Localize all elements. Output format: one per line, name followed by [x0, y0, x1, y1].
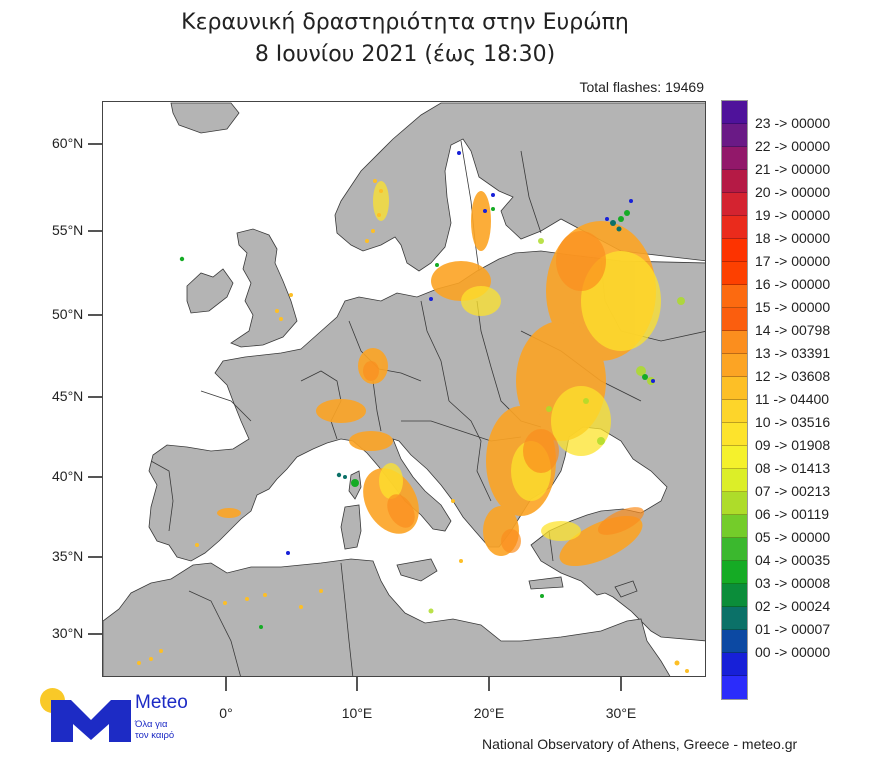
colorbar-block: [722, 239, 747, 262]
colorbar-block: [722, 400, 747, 423]
y-tick-label: 60°N: [52, 135, 84, 151]
x-tick: [620, 677, 622, 691]
legend-label: 21 -> 00000: [755, 161, 831, 177]
colorbar-block: [722, 331, 747, 354]
colorbar-block: [722, 515, 747, 538]
legend-label: 05 -> 00000: [755, 529, 831, 545]
legend-label: 13 -> 03391: [755, 345, 831, 361]
legend-label: 19 -> 00000: [755, 207, 831, 223]
m-logo-icon: [51, 700, 131, 742]
x-tick: [356, 677, 358, 691]
colorbar-block: [722, 538, 747, 561]
colorbar-block: [722, 147, 747, 170]
colorbar: [721, 100, 748, 700]
legend-label: 11 -> 04400: [755, 391, 830, 407]
legend-label: 00 -> 00000: [755, 644, 831, 660]
colorbar-block-bottom: [722, 676, 747, 699]
legend-label: 04 -> 00035: [755, 552, 831, 568]
legend-label: 10 -> 03516: [755, 414, 831, 430]
logo-tagline-1: Όλα για: [135, 719, 168, 730]
y-tick: [88, 143, 102, 145]
meteo-logo: Meteo Όλα για τον καιρό: [38, 686, 188, 746]
colorbar-block: [722, 607, 747, 630]
colorbar-block: [722, 492, 747, 515]
logo-brand: Meteo: [135, 692, 188, 713]
y-tick-label: 55°N: [52, 222, 84, 238]
colorbar-block: [722, 124, 747, 147]
colorbar-block: [722, 262, 747, 285]
credit-text: National Observatory of Athens, Greece -…: [482, 736, 798, 752]
legend-label: 01 -> 00007: [755, 621, 831, 637]
legend-label: 07 -> 00213: [755, 483, 831, 499]
legend-label: 18 -> 00000: [755, 230, 831, 246]
colorbar-block: [722, 354, 747, 377]
title-line-2: 8 Ιουνίου 2021 (έως 18:30): [254, 42, 556, 67]
colorbar-block: [722, 630, 747, 653]
total-flashes: Total flashes: 19469: [579, 79, 704, 95]
legend-label: 06 -> 00119: [755, 506, 830, 522]
y-tick-label: 35°N: [52, 548, 84, 564]
legend-label: 15 -> 00000: [755, 299, 831, 315]
colorbar-block: [722, 216, 747, 239]
x-tick-label: 20°E: [473, 705, 505, 721]
country-borders: [150, 140, 705, 676]
y-tick-label: 40°N: [52, 468, 84, 484]
colorbar-block: [722, 423, 747, 446]
y-tick-label: 30°N: [52, 625, 84, 641]
colorbar-block: [722, 446, 747, 469]
logo-tagline: Όλα για τον καιρό: [135, 719, 174, 741]
legend-label: 22 -> 00000: [755, 138, 831, 154]
x-tick-label: 0°: [219, 705, 233, 721]
legend-label: 14 -> 00798: [755, 322, 831, 338]
legend-label: 03 -> 00008: [755, 575, 831, 591]
title-line-1: Κεραυνική δραστηριότητα στην Ευρώπη: [181, 10, 629, 35]
x-tick: [488, 677, 490, 691]
colorbar-block: [722, 377, 747, 400]
landmass: [103, 102, 705, 676]
legend-label: 23 -> 00000: [755, 115, 831, 131]
colorbar-block: [722, 285, 747, 308]
colorbar-block: [722, 308, 747, 331]
legend-label: 08 -> 01413: [755, 460, 831, 476]
colorbar-block: [722, 653, 747, 676]
lightning-map: [102, 101, 706, 677]
legend-label: 20 -> 00000: [755, 184, 831, 200]
y-tick-label: 50°N: [52, 306, 84, 322]
colorbar-block: [722, 561, 747, 584]
y-tick: [88, 230, 102, 232]
colorbar-block: [722, 584, 747, 607]
legend-label: 09 -> 01908: [755, 437, 831, 453]
colorbar-block: [722, 469, 747, 492]
x-tick-label: 30°E: [605, 705, 637, 721]
logo-tagline-2: τον καιρό: [135, 730, 175, 741]
y-tick: [88, 314, 102, 316]
legend-label: 16 -> 00000: [755, 276, 831, 292]
y-tick-label: 45°N: [52, 388, 84, 404]
legend-label: 12 -> 03608: [755, 368, 831, 384]
map-canvas: [103, 102, 705, 676]
legend-label: 02 -> 00024: [755, 598, 831, 614]
colorbar-block: [722, 170, 747, 193]
lightning-strikes: [137, 151, 689, 673]
y-tick: [88, 633, 102, 635]
colorbar-block-top: [722, 101, 747, 124]
legend-label: 17 -> 00000: [755, 253, 831, 269]
colorbar-block: [722, 193, 747, 216]
y-tick: [88, 476, 102, 478]
x-tick: [225, 677, 227, 691]
x-tick-label: 10°E: [341, 705, 373, 721]
y-tick: [88, 396, 102, 398]
y-tick: [88, 556, 102, 558]
